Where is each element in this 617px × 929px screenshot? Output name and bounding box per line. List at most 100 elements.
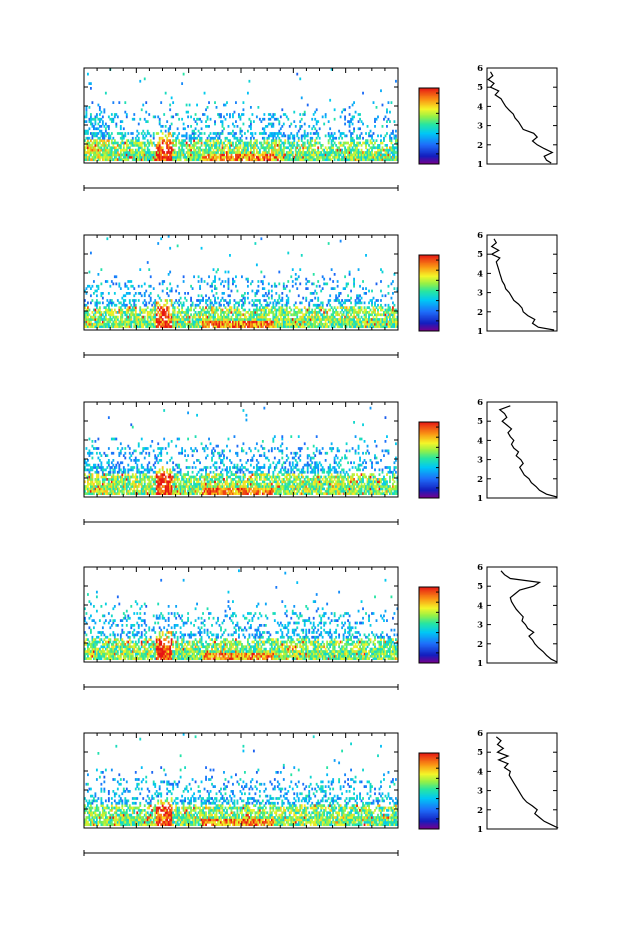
heatmap-cell (368, 151, 370, 154)
heatmap-cell (151, 308, 154, 312)
heatmap-cell (314, 296, 317, 300)
heatmap-cell (263, 275, 266, 279)
heatmap-cell (285, 313, 288, 317)
heatmap-cell (227, 153, 230, 157)
heatmap-cell (329, 134, 332, 138)
heatmap-cell (263, 139, 266, 142)
heatmap-cell (354, 151, 357, 154)
heatmap-cell (232, 122, 234, 126)
heatmap-cell (303, 144, 306, 147)
heatmap-cell (157, 148, 160, 152)
heatmap-cell (94, 146, 97, 150)
heatmap-cell (190, 325, 193, 328)
heatmap-cell (91, 117, 94, 121)
heatmap-cell (261, 127, 264, 131)
heatmap-cell (287, 117, 290, 121)
heatmap-cell (86, 485, 89, 488)
heatmap-cell (221, 320, 224, 324)
heatmap-cell (363, 313, 366, 317)
heatmap-cell (345, 141, 348, 145)
heatmap-cell (194, 311, 197, 314)
heatmap-cell (101, 318, 104, 321)
heatmap-cell (116, 461, 119, 465)
heatmap-cell (344, 148, 347, 152)
heatmap-cell (287, 151, 290, 154)
heatmap-cell (323, 158, 326, 161)
heatmap-cell (86, 129, 89, 133)
heatmap-cell (321, 306, 324, 309)
heatmap-cell (97, 456, 100, 460)
heatmap-cell (248, 117, 251, 121)
heatmap-cell (115, 141, 118, 145)
heatmap-cell (384, 320, 387, 324)
heatmap-cell (163, 311, 166, 314)
heatmap-cell (193, 313, 195, 317)
heatmap-cell (199, 139, 201, 142)
heatmap-cell (187, 148, 190, 152)
heatmap-cell (330, 318, 333, 321)
heatmap-cell (88, 492, 91, 495)
heatmap-cell (190, 313, 193, 317)
heatmap-cell (275, 325, 278, 328)
heatmap-cell (332, 315, 335, 319)
heatmap-cell (365, 318, 367, 321)
heatmap-cell (369, 308, 372, 312)
heatmap-cell (160, 325, 163, 328)
heatmap-cell (252, 144, 255, 147)
heatmap-cell (302, 320, 305, 324)
heatmap-cell (387, 148, 390, 152)
heatmap-cell (284, 325, 287, 328)
heatmap-cell (365, 158, 367, 161)
heatmap-cell (342, 313, 345, 317)
heatmap-cell (241, 139, 243, 142)
heatmap-cell (242, 144, 245, 147)
heatmap-cell (344, 320, 347, 324)
heatmap-cell (196, 322, 198, 326)
heatmap-cell (206, 136, 209, 140)
heatmap-cell (252, 301, 255, 305)
heatmap-cell (387, 158, 390, 161)
heatmap-cell (257, 280, 260, 283)
heatmap-cell (320, 144, 323, 147)
heatmap-cell (242, 108, 245, 112)
heatmap-cell (170, 289, 173, 293)
heatmap-cell (305, 282, 308, 286)
heatmap-cell (241, 113, 243, 116)
heatmap-cell (193, 151, 195, 154)
heatmap-cell (360, 151, 363, 154)
heatmap-cell (258, 320, 261, 324)
heatmap-cell (127, 322, 130, 326)
heatmap-cell (84, 155, 86, 159)
colorbar-segment (419, 126, 439, 128)
heatmap-cell (101, 473, 104, 476)
heatmap-cell (197, 299, 200, 302)
heatmap-cell (374, 125, 376, 128)
heatmap-cell (119, 311, 122, 314)
heatmap-cell (332, 144, 335, 147)
heatmap-cell (235, 155, 237, 159)
heatmap-cell (329, 315, 332, 319)
heatmap-cell (184, 292, 187, 295)
heatmap-cell (324, 158, 327, 161)
heatmap-cell (218, 141, 221, 145)
heatmap-cell (212, 294, 215, 298)
heatmap-cell (273, 158, 276, 161)
heatmap-cell (134, 311, 137, 314)
heatmap-cell (245, 141, 248, 145)
heatmap-cell (326, 322, 329, 326)
heatmap-cell (356, 153, 358, 157)
heatmap-cell (172, 144, 175, 147)
heatmap-cell (149, 311, 152, 314)
heatmap-cell (113, 470, 116, 474)
heatmap-cell (339, 151, 342, 154)
heatmap-cell (296, 144, 299, 147)
heatmap-cell (122, 468, 125, 472)
heatmap-cell (342, 144, 345, 147)
heatmap-cell (242, 303, 245, 307)
heatmap-cell (320, 306, 323, 309)
heatmap-cell (197, 141, 200, 145)
heatmap-cell (229, 146, 231, 150)
heatmap-cell (315, 132, 318, 135)
heatmap-cell (267, 113, 270, 116)
heatmap-cell (136, 141, 139, 145)
